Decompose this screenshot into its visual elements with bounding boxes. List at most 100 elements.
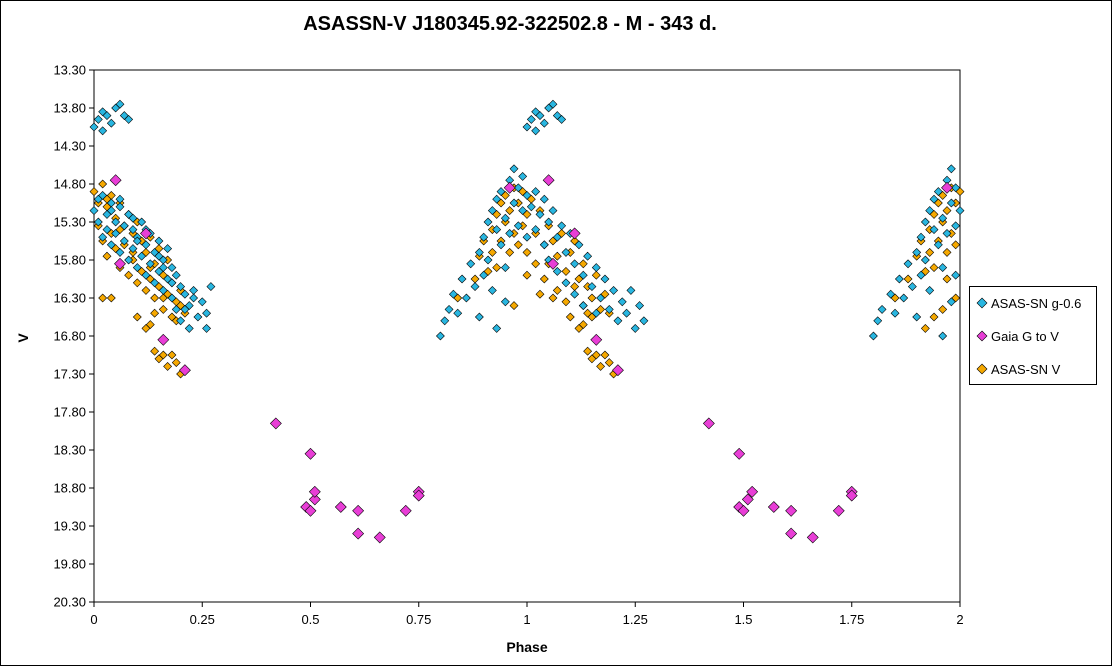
data-point [806, 531, 819, 544]
data-point [522, 247, 532, 257]
data-point [535, 289, 545, 299]
data-point [106, 240, 116, 250]
data-point [483, 255, 493, 265]
data-point [591, 350, 601, 360]
data-point [531, 259, 541, 269]
data-point [479, 232, 489, 242]
data-point [513, 183, 523, 193]
data-point [938, 213, 948, 223]
data-point [612, 364, 624, 377]
data-point [522, 190, 532, 200]
data-point [539, 274, 549, 284]
y-tick-label: 18.80 [53, 481, 86, 496]
data-point [552, 232, 562, 242]
data-point [561, 247, 571, 257]
data-point [163, 361, 173, 371]
data-point [920, 255, 930, 265]
y-tick-label: 13.80 [53, 101, 86, 116]
legend-label-g: ASAS-SN g-0.6 [991, 295, 1082, 311]
data-point [561, 278, 571, 288]
data-point [167, 350, 177, 360]
data-point [145, 320, 155, 330]
data-point [474, 312, 484, 322]
data-point [518, 206, 528, 216]
data-point [929, 312, 939, 322]
data-point [102, 251, 112, 261]
diamond-marker-icon [976, 363, 988, 375]
data-point [890, 308, 900, 318]
data-point [102, 111, 112, 121]
data-point [583, 308, 593, 318]
data-point [158, 304, 168, 314]
data-point [176, 316, 186, 326]
data-point [617, 297, 627, 307]
data-point [916, 270, 926, 280]
data-point [500, 213, 510, 223]
data-point [93, 217, 103, 227]
data-point [180, 304, 190, 314]
y-tick-label: 15.30 [53, 215, 86, 230]
data-point [124, 270, 134, 280]
x-tick-label: 2 [956, 612, 963, 627]
data-point [167, 312, 177, 322]
y-axis: 13.30 13.80 14.30 14.80 15.30 15.80 16.30 16.80… [53, 63, 94, 610]
data-point [526, 114, 536, 124]
data-point [746, 485, 759, 498]
data-point [474, 247, 484, 257]
data-point [128, 244, 138, 254]
data-point [574, 240, 584, 250]
data-point [590, 333, 603, 346]
data-point [102, 225, 112, 235]
x-tick-label: 0.75 [406, 612, 431, 627]
data-point [115, 99, 125, 109]
data-point [470, 282, 480, 292]
data-point [741, 493, 754, 506]
data-point [189, 293, 199, 303]
data-point [557, 114, 567, 124]
data-point [832, 504, 845, 517]
data-point [483, 217, 493, 227]
data-point [496, 187, 506, 197]
data-point [150, 278, 160, 288]
data-point [457, 274, 467, 284]
data-point [539, 194, 549, 204]
data-point [373, 531, 386, 544]
data-point [132, 263, 142, 273]
data-point [613, 316, 623, 326]
data-point [929, 194, 939, 204]
data-point [903, 274, 913, 284]
data-point [547, 257, 559, 270]
data-point [630, 323, 640, 333]
data-point [531, 126, 541, 136]
data-point [552, 266, 562, 276]
x-tick-label: 1.25 [623, 612, 648, 627]
y-tick-label: 16.30 [53, 291, 86, 306]
data-point [176, 282, 186, 292]
data-point [98, 293, 108, 303]
data-point [583, 251, 593, 261]
data-point [158, 350, 168, 360]
data-point [115, 247, 125, 257]
data-point [578, 301, 588, 311]
data-point [938, 263, 948, 273]
data-point [578, 259, 588, 269]
data-point [141, 285, 151, 295]
legend-label-gaia: Gaia G to V [991, 328, 1059, 344]
data-point [509, 198, 519, 208]
data-point [951, 240, 961, 250]
x-axis-title: Phase [506, 639, 547, 655]
data-point [591, 270, 601, 280]
data-point [334, 501, 347, 513]
data-point [552, 251, 562, 261]
data-point [886, 289, 896, 299]
data-point [106, 118, 116, 128]
y-tick-label: 18.30 [53, 443, 86, 458]
data-point [158, 285, 168, 295]
data-point [140, 227, 152, 240]
data-point [596, 293, 606, 303]
data-point [868, 331, 878, 341]
data-point [941, 181, 953, 194]
data-point [119, 221, 129, 231]
data-point [158, 263, 168, 273]
data-point [461, 293, 471, 303]
